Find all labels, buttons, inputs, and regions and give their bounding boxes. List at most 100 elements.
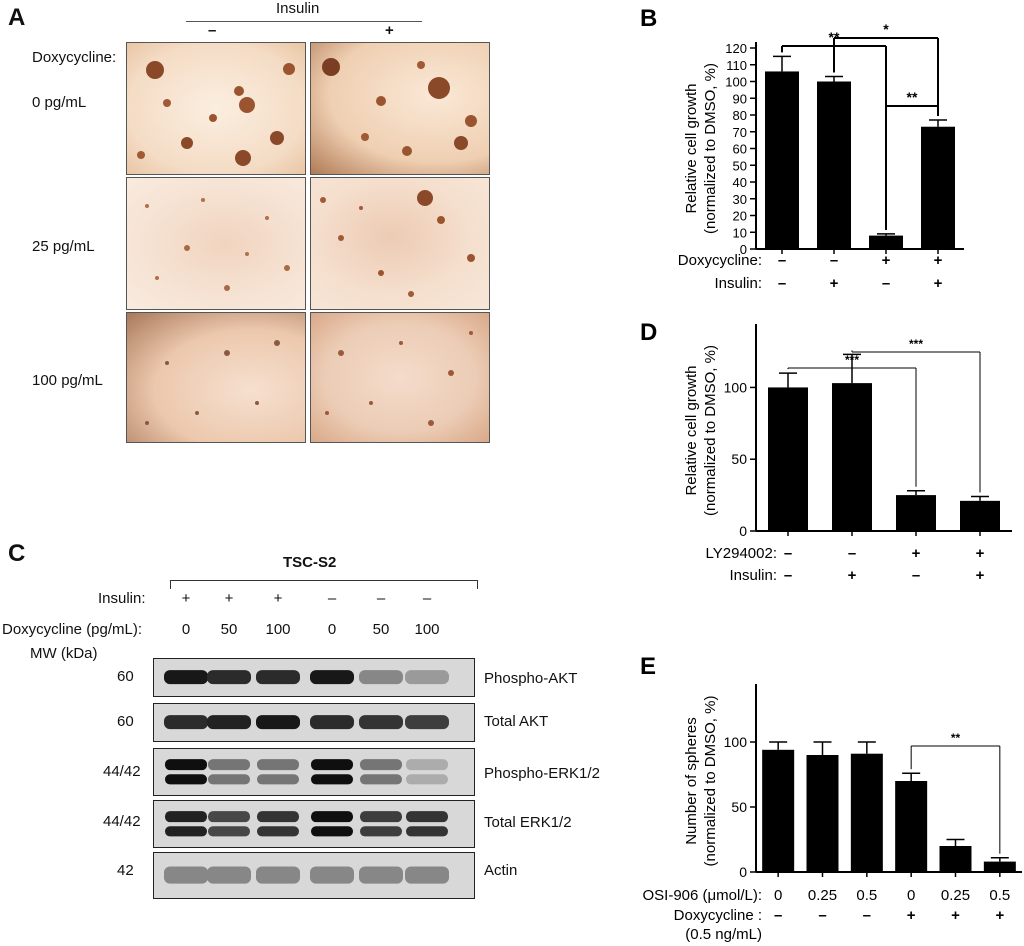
blot-band	[257, 826, 299, 837]
bar	[869, 235, 903, 249]
insulin-header: Insulin	[276, 0, 320, 17]
blot-band	[310, 866, 354, 884]
blot-bands	[164, 670, 449, 685]
y-tick-label: 120	[725, 41, 747, 56]
significance-label: **	[907, 89, 918, 105]
blot-insulin-value: –	[327, 590, 337, 607]
condition-label: Insulin:	[714, 275, 762, 292]
significance-label: ***	[909, 337, 923, 351]
blot-band	[360, 759, 402, 771]
y-tick-label: 100	[725, 75, 747, 90]
blot-mw: 42	[117, 862, 134, 879]
condition-value: –	[774, 907, 782, 924]
blot-band	[359, 670, 403, 685]
colony-dots	[137, 61, 295, 166]
y-tick-label: 50	[731, 799, 747, 815]
blot-band	[257, 811, 299, 823]
bar	[765, 71, 799, 249]
y-axis-label: Relative cell growth	[683, 83, 700, 213]
panel-letter: D	[640, 319, 657, 346]
condition-value: –	[784, 545, 792, 562]
blot-protein-name: Actin	[484, 862, 518, 879]
y-tick-label: 30	[733, 192, 747, 207]
insulin-header-line	[186, 21, 422, 22]
blot-band	[165, 774, 207, 785]
bar	[960, 500, 1000, 531]
blot-protein-name: Total ERK1/2	[484, 814, 572, 831]
panel-c-letter: C	[8, 540, 26, 567]
y-tick-label: 90	[733, 91, 747, 106]
blot-band	[310, 715, 354, 730]
blot-insulin-value: +	[273, 590, 283, 607]
cell-line-bracket	[170, 580, 478, 589]
blot-dox-value: 50	[372, 621, 390, 638]
condition-value: –	[848, 545, 856, 562]
bar	[896, 495, 936, 531]
blot-protein-name: Total AKT	[484, 713, 549, 730]
significance-label: ***	[845, 353, 859, 367]
colony-dots	[145, 198, 290, 291]
blot-insulin-value: –	[376, 590, 386, 607]
condition-label: Doxycycline:	[678, 252, 762, 269]
y-tick-label: 10	[733, 225, 747, 240]
y-tick-label: 50	[733, 158, 747, 173]
colony-dots	[320, 190, 475, 297]
dose-label-0: 0 pg/mL	[32, 94, 87, 111]
blot-band	[406, 826, 448, 837]
bar	[832, 383, 872, 531]
y-axis-label: Relative cell growth	[683, 365, 700, 495]
blot-insulin-label: Insulin:	[98, 590, 146, 607]
blot-bands	[164, 866, 449, 884]
y-tick-label: 0	[739, 523, 747, 539]
condition-value: +	[882, 252, 891, 269]
y-tick-label: 20	[733, 209, 747, 224]
colony-dots	[325, 331, 473, 426]
significance-label: **	[951, 731, 961, 745]
blot-band	[207, 715, 251, 730]
blot-band	[405, 715, 449, 730]
y-axis-label: (normalized to DMSO, %)	[702, 345, 719, 516]
y-tick-label: 0	[740, 242, 747, 257]
blot-strip	[153, 852, 475, 899]
micrograph-dox100-insulin-plus	[310, 312, 490, 443]
cell-line-label: TSC-S2	[283, 554, 337, 571]
y-axis-label: Number of spheres	[683, 717, 700, 845]
blot-band	[164, 866, 208, 884]
blot-band	[256, 866, 300, 884]
micrograph-dox100-insulin-minus	[126, 312, 306, 443]
dose-label-100: 100 pg/mL	[32, 372, 103, 389]
y-axis-label: (normalized to DMSO, %)	[702, 63, 719, 234]
bar	[983, 861, 1016, 872]
condition-value: –	[784, 567, 792, 584]
condition-label: Doxycycline :	[674, 907, 762, 924]
condition-value: +	[934, 275, 943, 292]
blot-mw: 60	[117, 668, 134, 685]
micrograph-dox25-insulin-minus	[126, 177, 306, 310]
blot-band	[311, 759, 353, 771]
condition-value: +	[830, 275, 839, 292]
panel-a-letter: A	[8, 4, 26, 31]
blot-insulin-value: –	[422, 590, 432, 607]
blot-band	[256, 715, 300, 730]
bar	[817, 81, 851, 249]
dose-label-25: 25 pg/mL	[32, 238, 95, 255]
condition-value: 0.25	[808, 887, 837, 904]
blot-dox-value: 100	[414, 621, 440, 638]
significance-label: *	[883, 21, 889, 37]
condition-value: –	[830, 252, 838, 269]
blot-dox-value: 0	[327, 621, 337, 638]
blot-band	[405, 670, 449, 685]
blot-strip	[153, 800, 475, 848]
condition-label: Insulin:	[729, 567, 777, 584]
blot-band	[360, 826, 402, 837]
chart-panel-b: B Relative cell growth (normalized to DMSO…	[640, 5, 964, 292]
blot-band	[359, 866, 403, 884]
blot-dox-label: Doxycycline (pg/mL):	[2, 621, 143, 638]
blot-insulin-value: +	[181, 590, 191, 607]
bar	[768, 387, 808, 531]
blot-band	[406, 811, 448, 823]
blot-band	[311, 811, 353, 823]
blot-band	[165, 826, 207, 837]
panel-letter: E	[640, 653, 656, 680]
blot-band	[208, 826, 250, 837]
